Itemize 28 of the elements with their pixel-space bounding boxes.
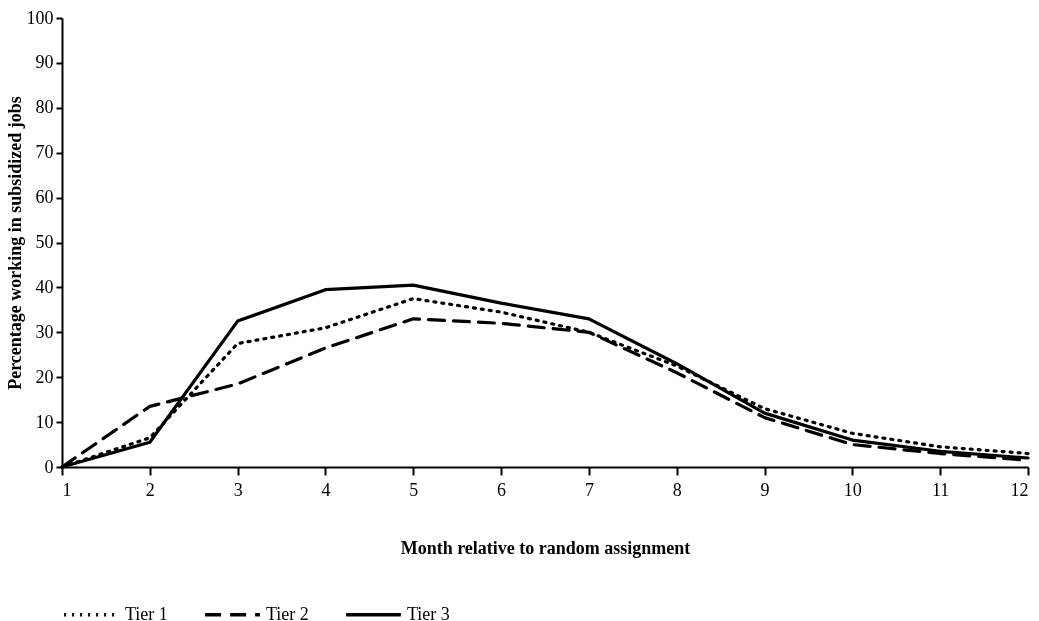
x-tick-label: 8 [672, 479, 682, 500]
x-tick-label: 5 [409, 479, 419, 500]
y-axis-title: Percentage working in subsidized jobs [4, 96, 25, 390]
legend-label: Tier 1 [125, 603, 168, 621]
x-tick-label: 9 [760, 479, 770, 500]
y-tick-label: 90 [35, 52, 54, 73]
x-tick-label: 7 [584, 479, 594, 500]
y-tick-label: 80 [35, 97, 54, 118]
y-tick-label: 0 [44, 456, 54, 477]
y-tick-label: 50 [35, 232, 54, 252]
x-tick-label: 4 [321, 479, 331, 500]
x-tick-label: 3 [233, 479, 243, 500]
y-tick-label: 10 [35, 411, 54, 432]
x-tick-label: 11 [932, 479, 950, 500]
y-tick-label: 40 [35, 276, 54, 297]
y-tick-label: 30 [35, 321, 54, 342]
x-tick-label: 2 [145, 479, 155, 500]
x-tick-label: 12 [1010, 479, 1029, 500]
x-tick-label: 1 [62, 479, 72, 500]
y-tick-label: 60 [35, 187, 54, 208]
x-axis-title: Month relative to random assignment [400, 537, 691, 558]
legend-label: Tier 3 [407, 603, 450, 621]
y-tick-label: 100 [26, 7, 54, 28]
legend-label: Tier 2 [266, 603, 309, 621]
x-tick-label: 10 [843, 479, 862, 500]
y-tick-label: 20 [35, 366, 54, 387]
y-tick-label: 70 [35, 142, 54, 163]
x-tick-label: 6 [497, 479, 507, 500]
